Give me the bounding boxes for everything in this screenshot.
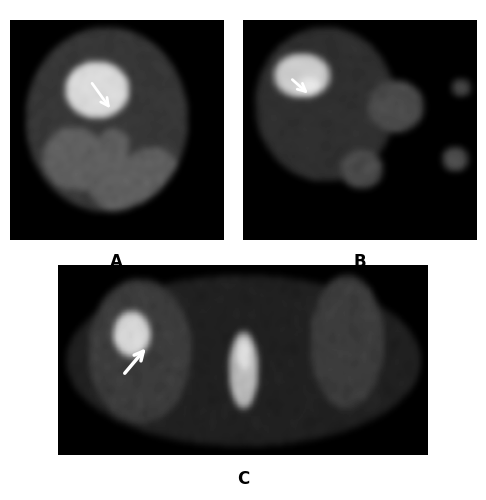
Text: C: C — [237, 470, 249, 488]
Text: B: B — [353, 253, 366, 271]
Text: A: A — [110, 253, 123, 271]
